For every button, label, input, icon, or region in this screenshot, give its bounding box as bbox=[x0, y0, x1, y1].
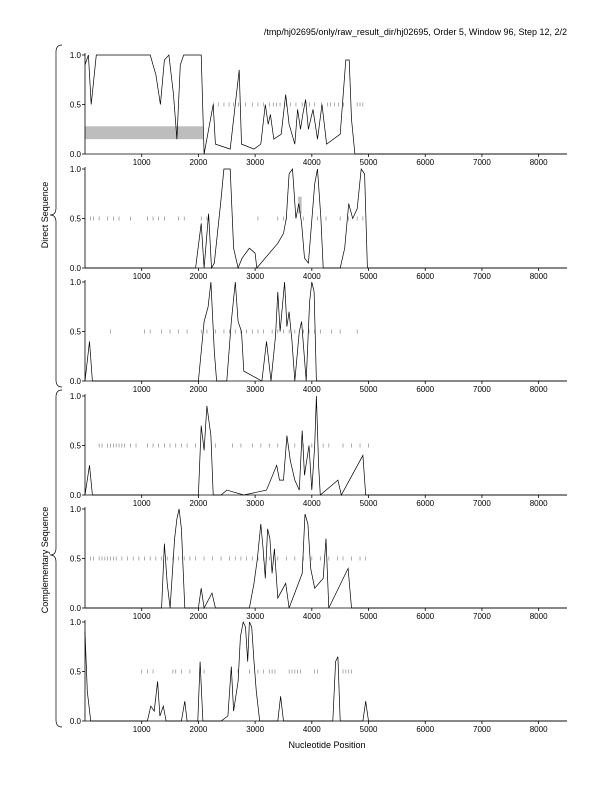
x-tick-label: 6000 bbox=[416, 158, 434, 167]
x-tick-label: 7000 bbox=[473, 385, 491, 394]
highlight-bar bbox=[85, 126, 203, 140]
highlight-bar bbox=[298, 196, 302, 214]
y-tick-label: 0.5 bbox=[70, 555, 82, 564]
y-tick-label: 0.0 bbox=[70, 264, 82, 273]
x-tick-label: 3000 bbox=[246, 158, 264, 167]
complementary-sequence-label: Complementary Sequence bbox=[40, 507, 50, 614]
x-tick-label: 3000 bbox=[246, 385, 264, 394]
x-tick-label: 5000 bbox=[360, 272, 378, 281]
x-tick-label: 6000 bbox=[416, 612, 434, 621]
score-line bbox=[84, 620, 567, 722]
x-tick-label: 8000 bbox=[530, 612, 548, 621]
x-tick-label: 2000 bbox=[190, 499, 208, 508]
y-tick-label: 0.5 bbox=[70, 328, 82, 337]
x-tick-label: 1000 bbox=[133, 272, 151, 281]
x-tick-label: 7000 bbox=[473, 612, 491, 621]
x-tick-label: 3000 bbox=[246, 612, 264, 621]
x-tick-label: 4000 bbox=[303, 612, 321, 621]
x-tick-label: 5000 bbox=[360, 725, 378, 734]
x-tick-label: 1000 bbox=[133, 612, 151, 621]
x-tick-label: 5000 bbox=[360, 612, 378, 621]
x-tick-label: 4000 bbox=[303, 272, 321, 281]
complementary-sequence-bracket bbox=[49, 389, 63, 728]
x-tick-label: 7000 bbox=[473, 158, 491, 167]
x-tick-label: 2000 bbox=[190, 158, 208, 167]
x-tick-label: 4000 bbox=[303, 385, 321, 394]
y-tick-label: 0.5 bbox=[70, 215, 82, 224]
x-tick-label: 8000 bbox=[530, 385, 548, 394]
x-tick-label: 3000 bbox=[246, 499, 264, 508]
header-path: /tmp/hj02695/only/raw_result_dir/hj02695… bbox=[263, 27, 567, 37]
y-tick-label: 1.0 bbox=[70, 618, 82, 627]
panel-2: 0.0 0.5 1.0 1000 2000 3000 4000 5000 6000 7000 800… bbox=[70, 165, 567, 281]
x-tick-label: 8000 bbox=[530, 725, 548, 734]
x-tick-label: 7000 bbox=[473, 725, 491, 734]
x-tick-label: 8000 bbox=[530, 272, 548, 281]
direct-sequence-bracket bbox=[49, 44, 63, 388]
y-tick-label: 0.0 bbox=[70, 717, 82, 726]
x-tick-label: 1000 bbox=[133, 725, 151, 734]
y-tick-label: 1.0 bbox=[70, 278, 82, 287]
y-tick-label: 0.0 bbox=[70, 604, 82, 613]
x-tick-label: 3000 bbox=[246, 725, 264, 734]
panel-6: 0.0 0.5 1.0 1000 2000 3000 4000 5000 6000 7000 800… bbox=[70, 618, 567, 734]
y-tick-label: 0.0 bbox=[70, 150, 82, 159]
score-line bbox=[85, 508, 567, 610]
score-line bbox=[84, 281, 567, 382]
x-axis-label: Nucleotide Position bbox=[288, 740, 365, 750]
x-tick-label: 4000 bbox=[303, 499, 321, 508]
x-tick-label: 4000 bbox=[303, 158, 321, 167]
y-tick-label: 1.0 bbox=[70, 165, 82, 174]
panel-4: 0.0 0.5 1.0 1000 2000 3000 4000 5000 6000 7000 800… bbox=[70, 392, 567, 508]
x-tick-label: 3000 bbox=[246, 272, 264, 281]
x-tick-label: 1000 bbox=[133, 158, 151, 167]
x-tick-label: 6000 bbox=[416, 272, 434, 281]
y-tick-label: 0.0 bbox=[70, 377, 82, 386]
x-tick-label: 5000 bbox=[360, 385, 378, 394]
panel-1: 0.0 0.5 1.0 1000 2000 3000 4000 5000 6000 7000 800… bbox=[70, 51, 567, 167]
y-tick-label: 1.0 bbox=[70, 51, 82, 60]
x-tick-label: 2000 bbox=[190, 725, 208, 734]
x-tick-label: 5000 bbox=[360, 158, 378, 167]
group-brackets bbox=[49, 44, 63, 728]
score-line bbox=[85, 167, 567, 270]
y-tick-label: 1.0 bbox=[70, 392, 82, 401]
panels: 0.0 0.5 1.0 1000 2000 3000 4000 5000 6000 7000 800… bbox=[70, 51, 567, 734]
direct-sequence-label: Direct Sequence bbox=[40, 182, 50, 249]
y-tick-label: 0.5 bbox=[70, 101, 82, 110]
x-tick-label: 2000 bbox=[190, 612, 208, 621]
score-line bbox=[84, 395, 567, 496]
y-tick-label: 1.0 bbox=[70, 505, 82, 514]
y-tick-label: 0.0 bbox=[70, 491, 82, 500]
x-tick-label: 8000 bbox=[530, 158, 548, 167]
y-tick-label: 0.5 bbox=[70, 668, 82, 677]
x-tick-label: 4000 bbox=[303, 725, 321, 734]
x-tick-label: 6000 bbox=[416, 385, 434, 394]
panel-3: 0.0 0.5 1.0 1000 2000 3000 4000 5000 6000 7000 800… bbox=[70, 278, 567, 394]
x-tick-label: 1000 bbox=[133, 499, 151, 508]
x-tick-label: 7000 bbox=[473, 272, 491, 281]
x-tick-label: 6000 bbox=[416, 499, 434, 508]
x-tick-label: 6000 bbox=[416, 725, 434, 734]
x-tick-label: 7000 bbox=[473, 499, 491, 508]
y-tick-label: 0.5 bbox=[70, 442, 82, 451]
x-tick-label: 8000 bbox=[530, 499, 548, 508]
x-tick-label: 2000 bbox=[190, 385, 208, 394]
panel-5: 0.0 0.5 1.0 1000 2000 3000 4000 5000 6000 7000 800… bbox=[70, 505, 567, 621]
x-tick-label: 1000 bbox=[133, 385, 151, 394]
x-tick-label: 5000 bbox=[360, 499, 378, 508]
score-line bbox=[84, 54, 567, 155]
x-tick-label: 2000 bbox=[190, 272, 208, 281]
